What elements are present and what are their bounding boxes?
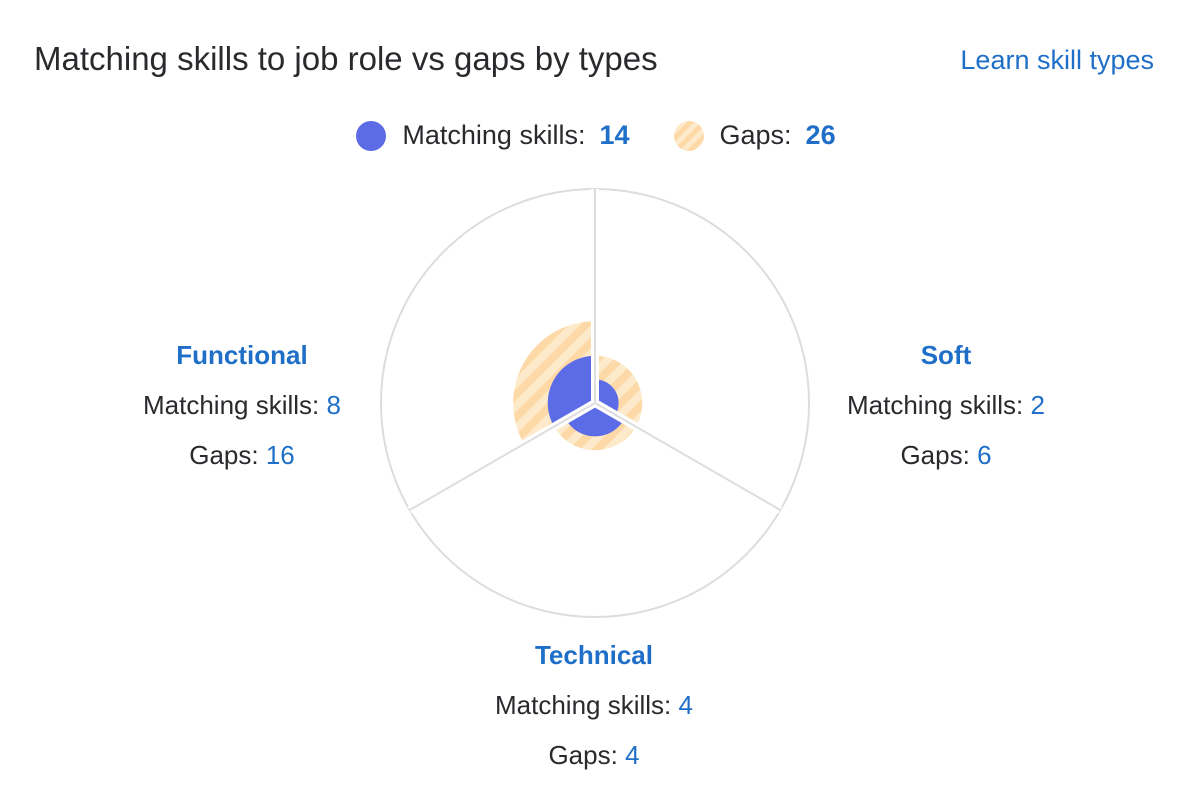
separator-line-2 [409,402,596,511]
legend: Matching skills: 14 Gaps: 26 [0,120,1192,151]
legend-matching-total: 14 [599,120,630,150]
segment-gaps-label: Gaps: [189,440,259,470]
segment-matching-label: Matching skills: [495,690,672,720]
matching-swatch-icon [356,120,387,151]
segment-gaps-label: Gaps: [900,440,970,470]
segment-matching-value: 8 [326,390,341,420]
segment-name[interactable]: Technical [534,640,653,670]
segment-name[interactable]: Functional [176,340,308,370]
segment-gaps-value: 6 [977,440,992,470]
gaps-swatch-icon [673,120,704,151]
segment-matching-line: Matching skills: 2 [766,380,1126,430]
segment-name[interactable]: Soft [920,340,972,370]
legend-gaps-label: Gaps: [719,120,792,150]
learn-skill-types-link[interactable]: Learn skill types [960,45,1154,75]
segment-label-soft: Soft Matching skills: 2 Gaps: 6 [766,330,1126,480]
separator-line-1 [594,402,781,511]
legend-item-gaps[interactable]: Gaps: 26 [673,120,836,151]
segment-matching-label: Matching skills: [143,390,320,420]
legend-matching-label: Matching skills: [402,120,586,150]
segment-gaps-line: Gaps: 6 [766,430,1126,480]
chart-title: Matching skills to job role vs gaps by t… [34,40,658,77]
segment-matching-line: Matching skills: 4 [414,680,774,730]
segment-label-technical: Technical Matching skills: 4 Gaps: 4 [414,630,774,780]
segment-gaps-line: Gaps: 16 [62,430,422,480]
segment-label-functional: Functional Matching skills: 8 Gaps: 16 [62,330,422,480]
segment-matching-label: Matching skills: [847,390,1024,420]
segment-matching-value: 2 [1030,390,1045,420]
matching-sector-technical [566,403,624,437]
segment-gaps-label: Gaps: [548,740,618,770]
segment-matching-value: 4 [678,690,693,720]
segment-gaps-line: Gaps: 4 [414,730,774,780]
segment-matching-line: Matching skills: 8 [62,380,422,430]
legend-gaps-total: 26 [805,120,836,150]
segment-gaps-value: 16 [265,440,295,470]
legend-item-matching[interactable]: Matching skills: 14 [356,120,630,151]
segment-gaps-value: 4 [625,740,640,770]
